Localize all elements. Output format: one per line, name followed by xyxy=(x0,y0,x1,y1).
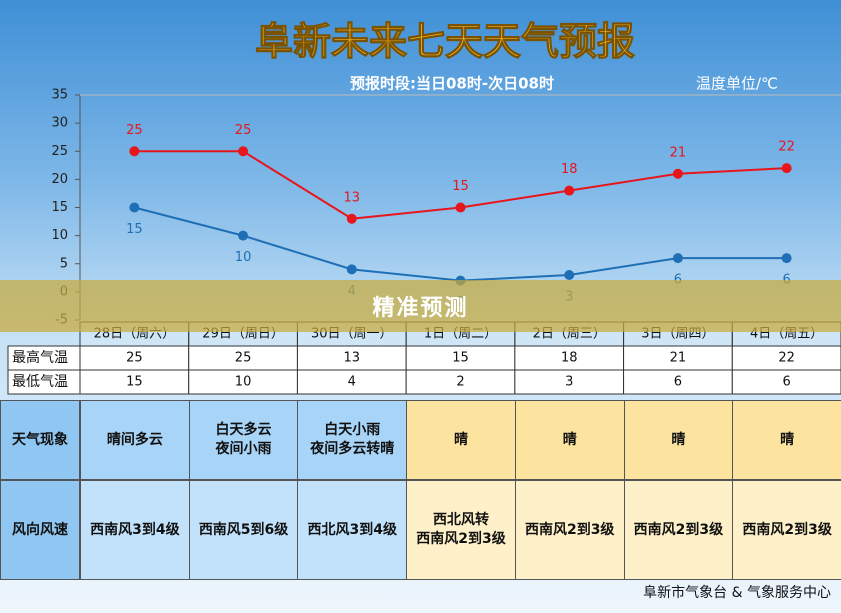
point xyxy=(129,146,140,157)
table-value: 25 xyxy=(235,351,252,366)
table-cell xyxy=(731,369,841,395)
table-cell xyxy=(188,369,298,395)
data-label: 10 xyxy=(235,250,252,265)
table-value: 15 xyxy=(126,375,143,390)
y-tick-label: 10 xyxy=(51,228,68,243)
table-value: 3 xyxy=(565,375,573,390)
point xyxy=(781,163,792,174)
forecast-cell: 晴 xyxy=(623,400,734,480)
point xyxy=(781,253,792,264)
table-value: 18 xyxy=(561,351,578,366)
row-label: 最高气温 xyxy=(12,349,68,366)
y-tick-label: 20 xyxy=(51,172,68,187)
table-cell xyxy=(296,369,407,395)
table-value: 10 xyxy=(235,375,252,390)
table-cell xyxy=(514,369,625,395)
row-label-cell xyxy=(7,345,81,371)
data-label: 22 xyxy=(778,140,795,155)
y-tick-label: 30 xyxy=(51,116,68,131)
forecast-cell: 西南风2到3级 xyxy=(623,480,734,580)
point xyxy=(238,230,249,241)
forecast-cell: 晴间多云 xyxy=(80,400,190,480)
banner: 精准预测 xyxy=(0,280,841,332)
forecast-cell: 西南风5到6级 xyxy=(188,480,299,580)
table-cell xyxy=(79,369,190,395)
unit-label: 温度单位/℃ xyxy=(696,75,778,93)
point xyxy=(346,264,357,275)
y-tick-label: 25 xyxy=(51,144,68,159)
forecast-cell: 西南风2到3级 xyxy=(514,480,625,580)
row-label-cell xyxy=(7,369,81,395)
table-value: 15 xyxy=(452,351,469,366)
table-value: 21 xyxy=(670,351,687,366)
data-label: 25 xyxy=(126,123,143,138)
table-cell xyxy=(623,345,733,371)
forecast-cell: 西南风2到3级 xyxy=(732,480,841,580)
row-label: 风向风速 xyxy=(0,480,80,580)
table-value: 2 xyxy=(456,375,464,390)
data-label: 25 xyxy=(235,123,252,138)
data-label: 15 xyxy=(452,179,469,194)
table-value: 25 xyxy=(126,351,143,366)
data-label: 15 xyxy=(126,222,143,237)
y-tick-label: 5 xyxy=(60,256,68,271)
forecast-cell: 白天小雨 夜间多云转晴 xyxy=(297,400,408,480)
point xyxy=(672,168,683,179)
data-label: 18 xyxy=(561,162,578,177)
forecast-cell: 晴 xyxy=(732,400,841,480)
y-tick-label: 35 xyxy=(51,88,68,103)
point xyxy=(564,270,575,280)
table-cell xyxy=(188,345,298,371)
subtitle: 预报时段:当日08时-次日08时 xyxy=(350,75,554,93)
table-cell xyxy=(405,369,516,395)
table-value: 4 xyxy=(348,375,356,390)
data-label: 21 xyxy=(670,145,687,160)
row-label: 天气现象 xyxy=(0,400,80,480)
forecast-cell: 晴 xyxy=(514,400,625,480)
forecast-cell: 晴 xyxy=(406,400,516,480)
table-value: 13 xyxy=(344,351,361,366)
point xyxy=(129,202,140,213)
forecast-cell: 白天多云 夜间小雨 xyxy=(188,400,299,480)
chart-title: 阜新未来七天天气预报 xyxy=(255,20,635,64)
point xyxy=(672,253,683,264)
table-value: 22 xyxy=(778,351,795,366)
point xyxy=(564,185,575,196)
data-label: 13 xyxy=(344,190,361,205)
y-tick-label: 15 xyxy=(51,200,68,215)
row-label: 最低气温 xyxy=(12,374,68,390)
point xyxy=(455,202,466,213)
footer: 阜新市气象台 & 气象服务中心 xyxy=(643,585,831,601)
series-line xyxy=(134,206,787,282)
point xyxy=(238,146,249,157)
table-value: 6 xyxy=(783,375,791,390)
forecast-cell: 西南风3到4级 xyxy=(80,480,190,580)
forecast-cell: 西北风3到4级 xyxy=(297,480,408,580)
table-cell xyxy=(731,345,841,371)
point xyxy=(346,213,357,224)
forecast-cell: 西北风转 西南风2到3级 xyxy=(406,480,516,580)
table-value: 6 xyxy=(674,375,682,390)
